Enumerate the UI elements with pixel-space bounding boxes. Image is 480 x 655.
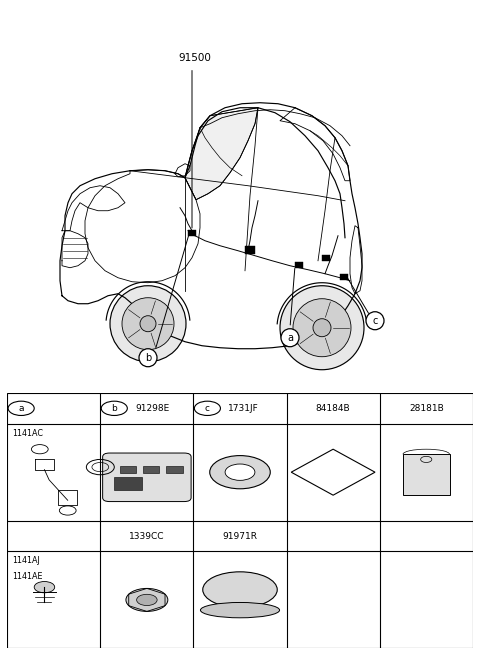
Text: 91500: 91500 [178, 52, 211, 63]
Text: 1141AC: 1141AC [12, 429, 43, 438]
Circle shape [34, 582, 55, 593]
Circle shape [8, 401, 34, 415]
Polygon shape [185, 107, 258, 200]
Circle shape [225, 464, 255, 480]
Circle shape [366, 312, 384, 329]
Circle shape [122, 298, 174, 350]
Ellipse shape [203, 572, 277, 608]
Bar [120, 466, 136, 474]
Bar [143, 466, 159, 474]
Text: b: b [145, 353, 151, 363]
Bar [340, 274, 348, 280]
Text: 1339CC: 1339CC [129, 532, 165, 540]
Text: 1141AJ: 1141AJ [12, 557, 40, 565]
Circle shape [280, 286, 364, 369]
Text: 91971R: 91971R [223, 532, 257, 540]
Circle shape [139, 348, 157, 367]
Text: 28181B: 28181B [409, 404, 444, 413]
Text: 1731JF: 1731JF [228, 404, 259, 413]
FancyBboxPatch shape [103, 453, 191, 502]
Bar [295, 262, 303, 268]
Text: b: b [111, 404, 117, 413]
Bar [188, 230, 196, 236]
Circle shape [110, 286, 186, 362]
Text: a: a [18, 404, 24, 413]
Bar [245, 246, 255, 253]
Bar [167, 466, 183, 474]
Circle shape [194, 401, 220, 415]
Text: 91298E: 91298E [135, 404, 169, 413]
Circle shape [126, 588, 168, 611]
Circle shape [313, 319, 331, 337]
Text: c: c [372, 316, 378, 326]
Text: a: a [287, 333, 293, 343]
Bar [114, 477, 142, 490]
Bar [403, 455, 449, 495]
Circle shape [101, 401, 127, 415]
Text: 1141AE: 1141AE [12, 572, 42, 581]
Text: c: c [205, 404, 210, 413]
Bar [322, 255, 330, 261]
Ellipse shape [201, 603, 279, 618]
Circle shape [137, 594, 157, 605]
Text: 84184B: 84184B [316, 404, 350, 413]
Circle shape [281, 329, 299, 346]
Circle shape [140, 316, 156, 331]
Circle shape [210, 456, 270, 489]
Circle shape [293, 299, 351, 357]
